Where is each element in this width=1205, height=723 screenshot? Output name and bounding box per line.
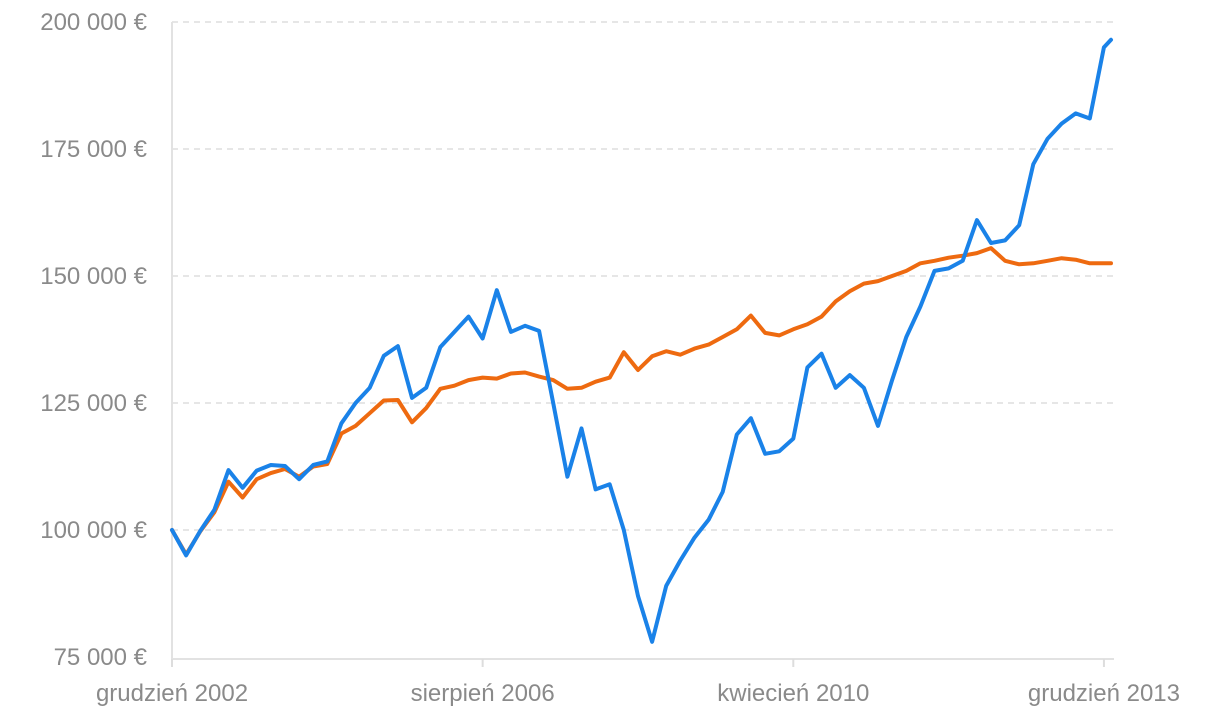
y-tick-label: 75 000 € (54, 644, 148, 671)
gridlines (172, 21, 1114, 531)
x-tick-label: grudzień 2013 (1028, 680, 1180, 707)
series-line-0 (170, 37, 1113, 644)
x-tick-labels: grudzień 2002 sierpień 2006 kwiecień 2010 g… (96, 659, 1180, 707)
y-tick-label: 125 000 € (40, 390, 147, 417)
y-tick-label: 175 000 € (40, 136, 147, 163)
series-line-1 (170, 246, 1113, 557)
y-tick-label: 150 000 € (40, 263, 147, 290)
x-tick-label: grudzień 2002 (96, 680, 248, 707)
y-tick-label: 200 000 € (40, 9, 147, 36)
series-lines (170, 37, 1113, 644)
y-tick-label: 100 000 € (40, 517, 147, 544)
x-tick-label: sierpień 2006 (411, 680, 555, 707)
x-tick-label: kwiecień 2010 (717, 680, 869, 707)
y-tick-labels: 75 000 € 100 000 € 125 000 € 150 000 € 175 0… (40, 9, 147, 671)
